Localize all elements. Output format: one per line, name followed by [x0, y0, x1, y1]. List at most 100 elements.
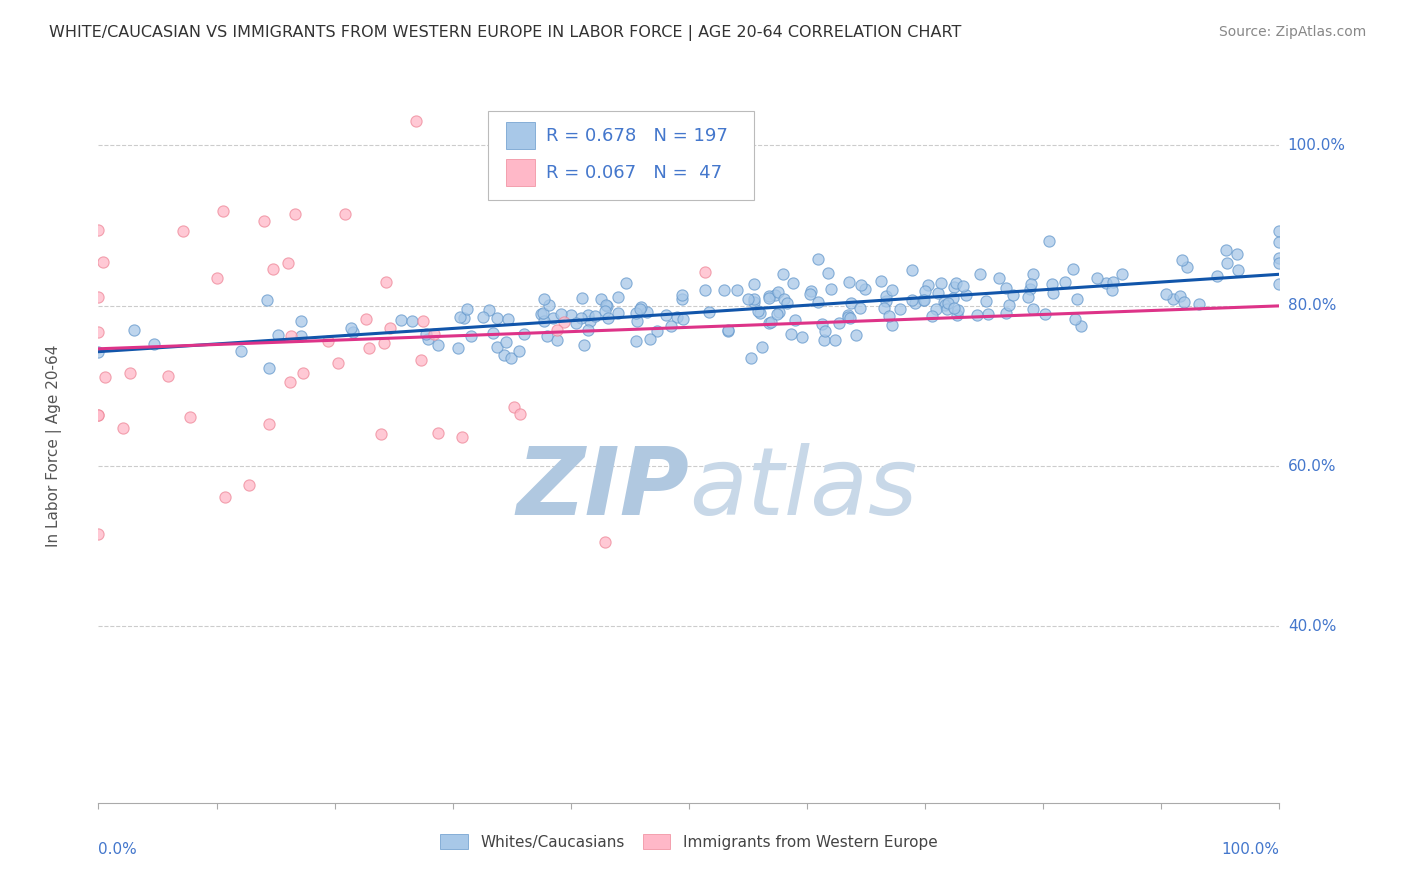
- Point: [817, 266, 839, 280]
- Point: [578, 314, 600, 328]
- Point: [654, 308, 676, 322]
- Point: [914, 284, 936, 298]
- Point: [807, 252, 830, 266]
- Point: [779, 327, 801, 342]
- Point: [998, 298, 1021, 312]
- Point: [172, 224, 194, 238]
- Point: [536, 328, 558, 343]
- Point: [742, 294, 765, 309]
- Point: [569, 311, 592, 326]
- Point: [537, 297, 560, 311]
- Point: [828, 317, 851, 331]
- Point: [713, 283, 735, 297]
- Point: [942, 280, 965, 294]
- Point: [546, 334, 568, 348]
- Point: [1268, 277, 1291, 291]
- Point: [1154, 286, 1177, 301]
- Point: [1226, 246, 1249, 260]
- Point: [977, 307, 1000, 321]
- Point: [628, 302, 651, 317]
- Point: [889, 301, 911, 316]
- Point: [583, 310, 606, 324]
- Point: [636, 305, 658, 319]
- Point: [849, 301, 872, 315]
- Point: [800, 285, 823, 299]
- Point: [1111, 267, 1133, 281]
- Point: [783, 313, 806, 327]
- Point: [574, 338, 596, 352]
- Point: [576, 308, 599, 322]
- Point: [508, 343, 530, 358]
- Point: [278, 376, 301, 390]
- Point: [496, 311, 519, 326]
- Point: [471, 310, 494, 324]
- Point: [370, 426, 392, 441]
- Point: [533, 314, 555, 328]
- Point: [1085, 270, 1108, 285]
- Point: [482, 326, 505, 340]
- Point: [553, 315, 575, 329]
- Point: [742, 277, 765, 291]
- Point: [450, 430, 472, 444]
- Point: [87, 325, 110, 339]
- Point: [877, 309, 900, 323]
- Point: [543, 311, 565, 326]
- Point: [775, 296, 797, 310]
- Point: [290, 314, 312, 328]
- Point: [672, 312, 695, 326]
- Text: 40.0%: 40.0%: [1288, 619, 1336, 634]
- Point: [749, 306, 772, 320]
- Point: [747, 303, 769, 318]
- Point: [316, 334, 339, 349]
- Text: atlas: atlas: [689, 443, 917, 534]
- Point: [229, 343, 252, 358]
- Point: [900, 293, 922, 307]
- Point: [925, 302, 948, 317]
- Point: [1062, 262, 1084, 277]
- Point: [661, 319, 683, 334]
- Point: [911, 293, 934, 307]
- Point: [290, 329, 312, 343]
- Point: [596, 310, 619, 325]
- Point: [1188, 297, 1211, 311]
- Point: [912, 293, 935, 307]
- Point: [616, 276, 638, 290]
- Point: [758, 316, 780, 330]
- Point: [292, 366, 315, 380]
- Point: [1070, 319, 1092, 334]
- Point: [179, 409, 201, 424]
- Point: [813, 333, 835, 347]
- Point: [405, 114, 427, 128]
- Point: [758, 291, 780, 305]
- Point: [807, 294, 830, 309]
- Point: [373, 335, 395, 350]
- Point: [513, 327, 536, 342]
- Text: 0.0%: 0.0%: [98, 842, 138, 857]
- Point: [460, 329, 482, 343]
- Point: [589, 292, 612, 306]
- Point: [742, 292, 765, 306]
- FancyBboxPatch shape: [488, 111, 754, 200]
- Point: [1053, 275, 1076, 289]
- Point: [955, 288, 977, 302]
- Point: [772, 267, 794, 281]
- Point: [695, 264, 717, 278]
- Point: [666, 310, 689, 324]
- Point: [1206, 268, 1229, 283]
- Point: [647, 324, 669, 338]
- Point: [693, 283, 716, 297]
- Point: [409, 352, 432, 367]
- Point: [638, 332, 661, 346]
- Point: [945, 308, 967, 322]
- Point: [994, 306, 1017, 320]
- Text: Source: ZipAtlas.com: Source: ZipAtlas.com: [1219, 25, 1367, 39]
- Point: [531, 306, 554, 320]
- Point: [1216, 256, 1239, 270]
- Point: [354, 311, 377, 326]
- Point: [595, 298, 617, 312]
- Point: [737, 293, 759, 307]
- Point: [593, 535, 616, 549]
- Point: [1268, 223, 1291, 237]
- Point: [1101, 283, 1123, 297]
- Point: [1268, 251, 1291, 265]
